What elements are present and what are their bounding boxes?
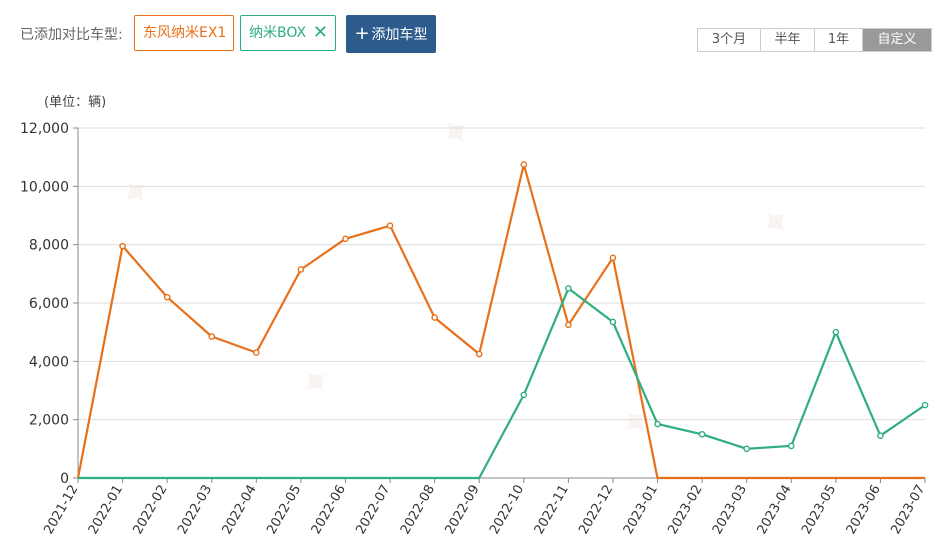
series-line-0 [76, 163, 925, 480]
x-tick-label: 2023-03 [710, 483, 750, 538]
data-point[interactable] [119, 242, 126, 250]
x-tick-label: 2022-09 [443, 483, 483, 538]
model-chip-label: 纳米BOX [249, 25, 307, 41]
y-axis: 0 2,000 4,000 6,000 8,000 10,000 12,000 [20, 121, 79, 487]
data-point[interactable] [698, 430, 706, 438]
x-tick-label: 2022-12 [576, 483, 616, 538]
range-3-months[interactable]: 3个月 [698, 29, 761, 51]
unit-label: (单位：辆) [44, 95, 106, 110]
x-tick-label: 2022-02 [130, 483, 170, 538]
x-tick-label: 2022-08 [398, 483, 438, 538]
range-custom[interactable]: 自定义 [863, 29, 931, 51]
model-chip-box[interactable]: 纳米BOX ✕ [240, 15, 336, 51]
x-tick-label: 2023-05 [799, 483, 839, 538]
y-tick-label: 6,000 [29, 296, 69, 312]
x-tick-label: 2023-07 [888, 483, 928, 538]
x-tick-label: 2022-05 [264, 483, 304, 538]
data-point[interactable] [520, 391, 528, 399]
x-tick-label: 2023-02 [665, 483, 705, 538]
close-icon[interactable]: ✕ [312, 22, 328, 43]
y-tick-label: 2,000 [29, 413, 69, 429]
data-point[interactable] [475, 350, 483, 358]
add-model-label: 添加车型 [371, 27, 428, 43]
model-chip-ex1[interactable]: 东风纳米EX1 [134, 15, 234, 51]
x-axis: 2021-12 2022-01 2022-02 2022-03 2022-04 2022-… [41, 478, 928, 537]
x-tick-label: 2022-04 [220, 483, 260, 538]
data-point[interactable] [654, 420, 661, 428]
data-point[interactable] [163, 293, 171, 301]
x-tick-label: 2023-01 [621, 483, 661, 538]
x-tick-label: 2022-06 [309, 483, 349, 538]
x-tick-label: 2022-01 [86, 483, 126, 538]
grid-lines [78, 127, 925, 479]
data-point[interactable] [921, 401, 929, 409]
x-tick-label: 2023-06 [844, 483, 884, 538]
data-point[interactable] [297, 266, 305, 273]
series-lines [76, 161, 929, 480]
x-tick-label: 2022-10 [487, 483, 527, 538]
x-tick-label: 2022-07 [353, 483, 393, 538]
data-point[interactable] [208, 333, 216, 340]
data-point[interactable] [609, 318, 617, 326]
y-tick-label: 0 [60, 471, 69, 487]
range-half-year[interactable]: 半年 [761, 29, 815, 51]
data-point[interactable] [787, 442, 795, 450]
range-1-year[interactable]: 1年 [815, 29, 863, 51]
compare-label: 已添加对比车型: [20, 27, 123, 43]
y-tick-label: 10,000 [20, 179, 69, 195]
range-selector: 3个月 半年 1年 自定义 [697, 28, 932, 52]
data-point[interactable] [520, 161, 528, 168]
y-tick-label: 4,000 [29, 354, 69, 370]
x-tick-label: 2022-03 [175, 483, 215, 538]
x-tick-label: 2023-04 [755, 483, 795, 538]
add-model-button[interactable]: + 添加车型 [346, 15, 436, 53]
series-line-1 [78, 287, 926, 480]
data-point[interactable] [565, 321, 572, 329]
y-tick-label: 12,000 [20, 121, 69, 137]
data-point[interactable] [609, 254, 617, 262]
compare-toolbar: 已添加对比车型: 东风纳米EX1 纳米BOX ✕ + 添加车型 3个月 半年 1年… [0, 0, 949, 60]
y-tick-label: 8,000 [29, 238, 69, 254]
data-point[interactable] [253, 349, 260, 356]
plus-icon: + [354, 23, 370, 44]
data-point[interactable] [431, 314, 438, 321]
data-point[interactable] [565, 285, 572, 292]
x-tick-label: 2022-11 [532, 483, 572, 538]
data-point[interactable] [743, 445, 750, 453]
data-point[interactable] [832, 328, 840, 336]
data-point[interactable] [342, 235, 349, 243]
data-point[interactable] [386, 222, 394, 230]
model-chip-label: 东风纳米EX1 [143, 25, 227, 41]
x-tick-label: 2021-12 [41, 483, 81, 538]
data-point[interactable] [877, 432, 884, 440]
